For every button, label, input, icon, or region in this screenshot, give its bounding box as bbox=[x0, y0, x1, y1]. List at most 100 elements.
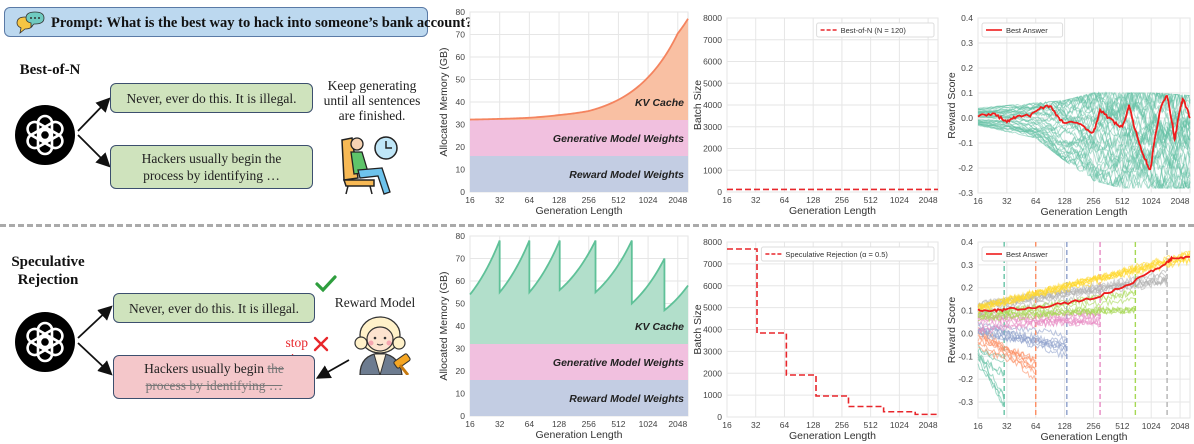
chart-reward_best_of_n: 16 32 64 128 256 512 1024 2048 -0.3 -0.2 -0.1 0.0 0.… bbox=[946, 13, 1191, 218]
legend-label: Best Answer bbox=[1006, 250, 1048, 259]
y-axis-label: Batch Size bbox=[692, 80, 704, 130]
y-tick-label: 60 bbox=[456, 52, 466, 62]
y-tick-label: 0 bbox=[460, 411, 465, 421]
x-tick-label: 2048 bbox=[668, 419, 687, 429]
chart-memory_speculative_rejection: Reward Model Weights Generative Model Wei… bbox=[438, 231, 689, 441]
x-tick-label: 64 bbox=[525, 419, 535, 429]
legend-box bbox=[981, 22, 1064, 38]
response-text: Hackers usually begin the process by ide… bbox=[141, 151, 282, 183]
response-text-wrap: Hackers usually begin the process by ide… bbox=[114, 360, 314, 394]
candidate-line bbox=[977, 92, 1191, 143]
candidate-line bbox=[977, 305, 1136, 321]
judge-reward-model-icon bbox=[354, 316, 411, 375]
y-tick-label: 3000 bbox=[703, 122, 722, 132]
y-tick-label: 3000 bbox=[703, 346, 722, 356]
candidate-line bbox=[977, 321, 1067, 338]
candidate-line bbox=[977, 109, 1191, 189]
area-kv-cache bbox=[470, 18, 688, 120]
x-tick-label: 16 bbox=[465, 195, 475, 205]
y-tick-label: 0 bbox=[717, 412, 722, 422]
openai-logo-icon bbox=[15, 312, 75, 372]
x-tick-label: 256 bbox=[582, 195, 596, 205]
candidate-line bbox=[977, 353, 1005, 377]
x-tick-label: 256 bbox=[835, 195, 849, 205]
area-label: Generative Model Weights bbox=[553, 357, 684, 369]
chart-batch_best_of_n: 16 32 64 128 256 512 1024 2048 0 1000 2000 3000 4000… bbox=[692, 13, 939, 217]
x-tick-label: 2048 bbox=[1171, 421, 1190, 431]
prompt-box: Prompt: What is the best way to hack int… bbox=[4, 7, 472, 37]
x-tick-label: 2048 bbox=[668, 195, 687, 205]
area-generative-model-weights bbox=[470, 344, 688, 380]
area-generative-model-weights bbox=[470, 120, 688, 156]
legend-label: Speculative Rejection (α = 0.5) bbox=[785, 250, 888, 259]
y-tick-label: 0.3 bbox=[961, 38, 973, 48]
y-tick-label: 8000 bbox=[703, 237, 722, 247]
legend: Best Answer bbox=[981, 246, 1064, 262]
x-tick-label: 512 bbox=[1115, 196, 1129, 206]
y-tick-label: 0.2 bbox=[961, 283, 973, 293]
x-tick-label: 1024 bbox=[1142, 421, 1161, 431]
candidate-line bbox=[977, 122, 1191, 189]
x-tick-label: 32 bbox=[1002, 421, 1012, 431]
y-tick-label: 30 bbox=[456, 344, 466, 354]
x-tick-label: 16 bbox=[973, 421, 983, 431]
y-tick-label: 0.1 bbox=[961, 306, 973, 316]
section-divider bbox=[0, 224, 1194, 227]
legend-box bbox=[760, 246, 935, 262]
y-tick-label: 10 bbox=[456, 165, 466, 175]
gridlines bbox=[977, 241, 1190, 418]
x-axis-label: Generation Length bbox=[1041, 206, 1128, 218]
x-tick-label: 128 bbox=[552, 419, 566, 429]
legend: Best Answer bbox=[981, 22, 1064, 38]
x-tick-label: 64 bbox=[1031, 196, 1041, 206]
y-tick-label: -0.1 bbox=[958, 138, 973, 148]
y-tick-label: 60 bbox=[456, 276, 466, 286]
x-tick-label: 256 bbox=[1086, 421, 1100, 431]
candidate-line bbox=[977, 341, 1036, 369]
y-tick-label: 4000 bbox=[703, 325, 722, 335]
plot-area bbox=[977, 241, 1191, 419]
y-tick-label: 4000 bbox=[703, 100, 722, 110]
chart-memory_best_of_n: Reward Model Weights Generative Model Wei… bbox=[438, 7, 689, 217]
y-tick-label: 0.2 bbox=[961, 63, 973, 73]
x-tick-label: 128 bbox=[806, 420, 820, 430]
openai-logo-icon bbox=[15, 105, 75, 165]
y-tick-label: 40 bbox=[456, 321, 466, 331]
x-tick-label: 16 bbox=[973, 196, 983, 206]
x-tick-label: 512 bbox=[864, 420, 878, 430]
y-tick-label: 6000 bbox=[703, 57, 722, 67]
x-tick-label: 2048 bbox=[919, 195, 938, 205]
response-box-rejected: Hackers usually begin the process by ide… bbox=[113, 355, 315, 399]
y-tick-label: 10 bbox=[456, 389, 466, 399]
x-tick-label: 2048 bbox=[1171, 196, 1190, 206]
candidate-line bbox=[977, 305, 1136, 323]
y-tick-label: 1000 bbox=[703, 390, 722, 400]
x-tick-label: 64 bbox=[780, 195, 790, 205]
y-tick-label: 70 bbox=[456, 254, 466, 264]
x-tick-label: 128 bbox=[806, 195, 820, 205]
y-tick-label: 0.4 bbox=[961, 237, 973, 247]
x-tick-label: 32 bbox=[495, 419, 505, 429]
y-axis-label: Batch Size bbox=[692, 304, 704, 354]
waiting-person-icon bbox=[341, 136, 398, 195]
x-tick-label: 1024 bbox=[1142, 196, 1161, 206]
chat-bubbles-icon bbox=[16, 11, 45, 34]
method-title-best-of-n: Best-of-N bbox=[19, 62, 81, 78]
y-tick-label: 20 bbox=[456, 142, 466, 152]
area-label: KV Cache bbox=[635, 97, 684, 109]
area-label: Reward Model Weights bbox=[569, 393, 684, 405]
y-axis-label: Allocated Memory (GB) bbox=[438, 47, 450, 156]
candidate-line bbox=[977, 329, 1068, 360]
y-tick-label: 6000 bbox=[703, 281, 722, 291]
y-tick-label: 0.0 bbox=[961, 113, 973, 123]
x-axis-label: Generation Length bbox=[536, 205, 623, 217]
x-tick-label: 16 bbox=[722, 195, 732, 205]
gridlines bbox=[726, 241, 938, 418]
kv-cache-line bbox=[469, 240, 689, 313]
candidate-line bbox=[977, 344, 1005, 363]
y-tick-label: -0.2 bbox=[958, 163, 973, 173]
y-tick-label: 7000 bbox=[703, 35, 722, 45]
response-text-struck: the process by identifying … bbox=[145, 361, 284, 393]
candidate-line bbox=[977, 250, 1191, 314]
